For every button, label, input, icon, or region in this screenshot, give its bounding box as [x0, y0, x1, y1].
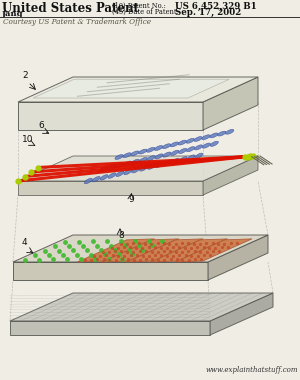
Ellipse shape [148, 164, 155, 169]
Ellipse shape [139, 149, 147, 154]
Polygon shape [18, 77, 258, 102]
Polygon shape [126, 239, 203, 262]
Ellipse shape [147, 156, 155, 161]
Ellipse shape [202, 143, 211, 148]
Ellipse shape [162, 144, 171, 149]
Ellipse shape [100, 175, 108, 180]
Ellipse shape [123, 153, 131, 158]
Polygon shape [77, 239, 154, 262]
Text: (10) Patent No.:: (10) Patent No.: [112, 2, 166, 10]
Ellipse shape [171, 150, 179, 155]
Ellipse shape [155, 154, 163, 159]
Ellipse shape [202, 135, 210, 139]
Ellipse shape [132, 168, 140, 173]
Ellipse shape [155, 162, 164, 168]
Polygon shape [33, 79, 229, 98]
Polygon shape [18, 181, 203, 195]
Polygon shape [203, 77, 258, 130]
Ellipse shape [108, 173, 116, 178]
Ellipse shape [226, 129, 234, 134]
Ellipse shape [186, 138, 194, 143]
Text: (45) Date of Patent:: (45) Date of Patent: [112, 8, 179, 16]
Text: 10: 10 [22, 135, 34, 144]
Ellipse shape [154, 146, 163, 150]
Ellipse shape [195, 153, 203, 158]
Ellipse shape [194, 136, 202, 141]
Text: 9: 9 [128, 195, 134, 204]
Text: Jang: Jang [2, 10, 24, 18]
Ellipse shape [116, 163, 124, 168]
Ellipse shape [116, 171, 124, 177]
Ellipse shape [179, 157, 187, 162]
Text: US 6,452,329 B1: US 6,452,329 B1 [175, 2, 257, 11]
Ellipse shape [170, 142, 178, 147]
Ellipse shape [194, 145, 202, 150]
Text: Courtesy US Patent & Trademark Office: Courtesy US Patent & Trademark Office [3, 18, 151, 26]
Text: 2: 2 [22, 71, 28, 80]
Ellipse shape [124, 169, 132, 175]
Ellipse shape [131, 151, 139, 156]
Ellipse shape [178, 149, 187, 154]
Text: United States Patent: United States Patent [2, 2, 139, 15]
Text: 6: 6 [38, 121, 44, 130]
Ellipse shape [146, 147, 155, 152]
Text: www.explainthatstuff.com: www.explainthatstuff.com [206, 366, 298, 374]
Text: 8: 8 [118, 231, 124, 240]
Polygon shape [10, 293, 273, 321]
Text: 4: 4 [22, 238, 28, 247]
Ellipse shape [140, 166, 148, 171]
Polygon shape [175, 239, 252, 262]
Ellipse shape [107, 165, 116, 170]
Ellipse shape [178, 140, 187, 145]
Polygon shape [151, 239, 228, 262]
Polygon shape [10, 321, 210, 335]
Polygon shape [210, 293, 273, 335]
Ellipse shape [84, 178, 92, 184]
Polygon shape [13, 235, 268, 262]
Ellipse shape [131, 159, 140, 165]
Ellipse shape [187, 147, 195, 152]
Polygon shape [102, 239, 179, 262]
Polygon shape [203, 156, 258, 195]
Ellipse shape [92, 176, 100, 182]
Ellipse shape [163, 152, 171, 157]
Ellipse shape [218, 131, 226, 136]
Ellipse shape [210, 133, 218, 138]
Polygon shape [13, 262, 208, 280]
Ellipse shape [210, 141, 218, 146]
Polygon shape [208, 235, 268, 280]
Text: Sep. 17, 2002: Sep. 17, 2002 [175, 8, 241, 17]
Ellipse shape [115, 155, 123, 160]
Ellipse shape [171, 158, 179, 164]
Ellipse shape [100, 166, 108, 172]
Polygon shape [18, 156, 258, 181]
Ellipse shape [123, 161, 131, 166]
Ellipse shape [163, 160, 171, 166]
Ellipse shape [139, 157, 147, 163]
Ellipse shape [187, 155, 195, 160]
Polygon shape [18, 102, 203, 130]
